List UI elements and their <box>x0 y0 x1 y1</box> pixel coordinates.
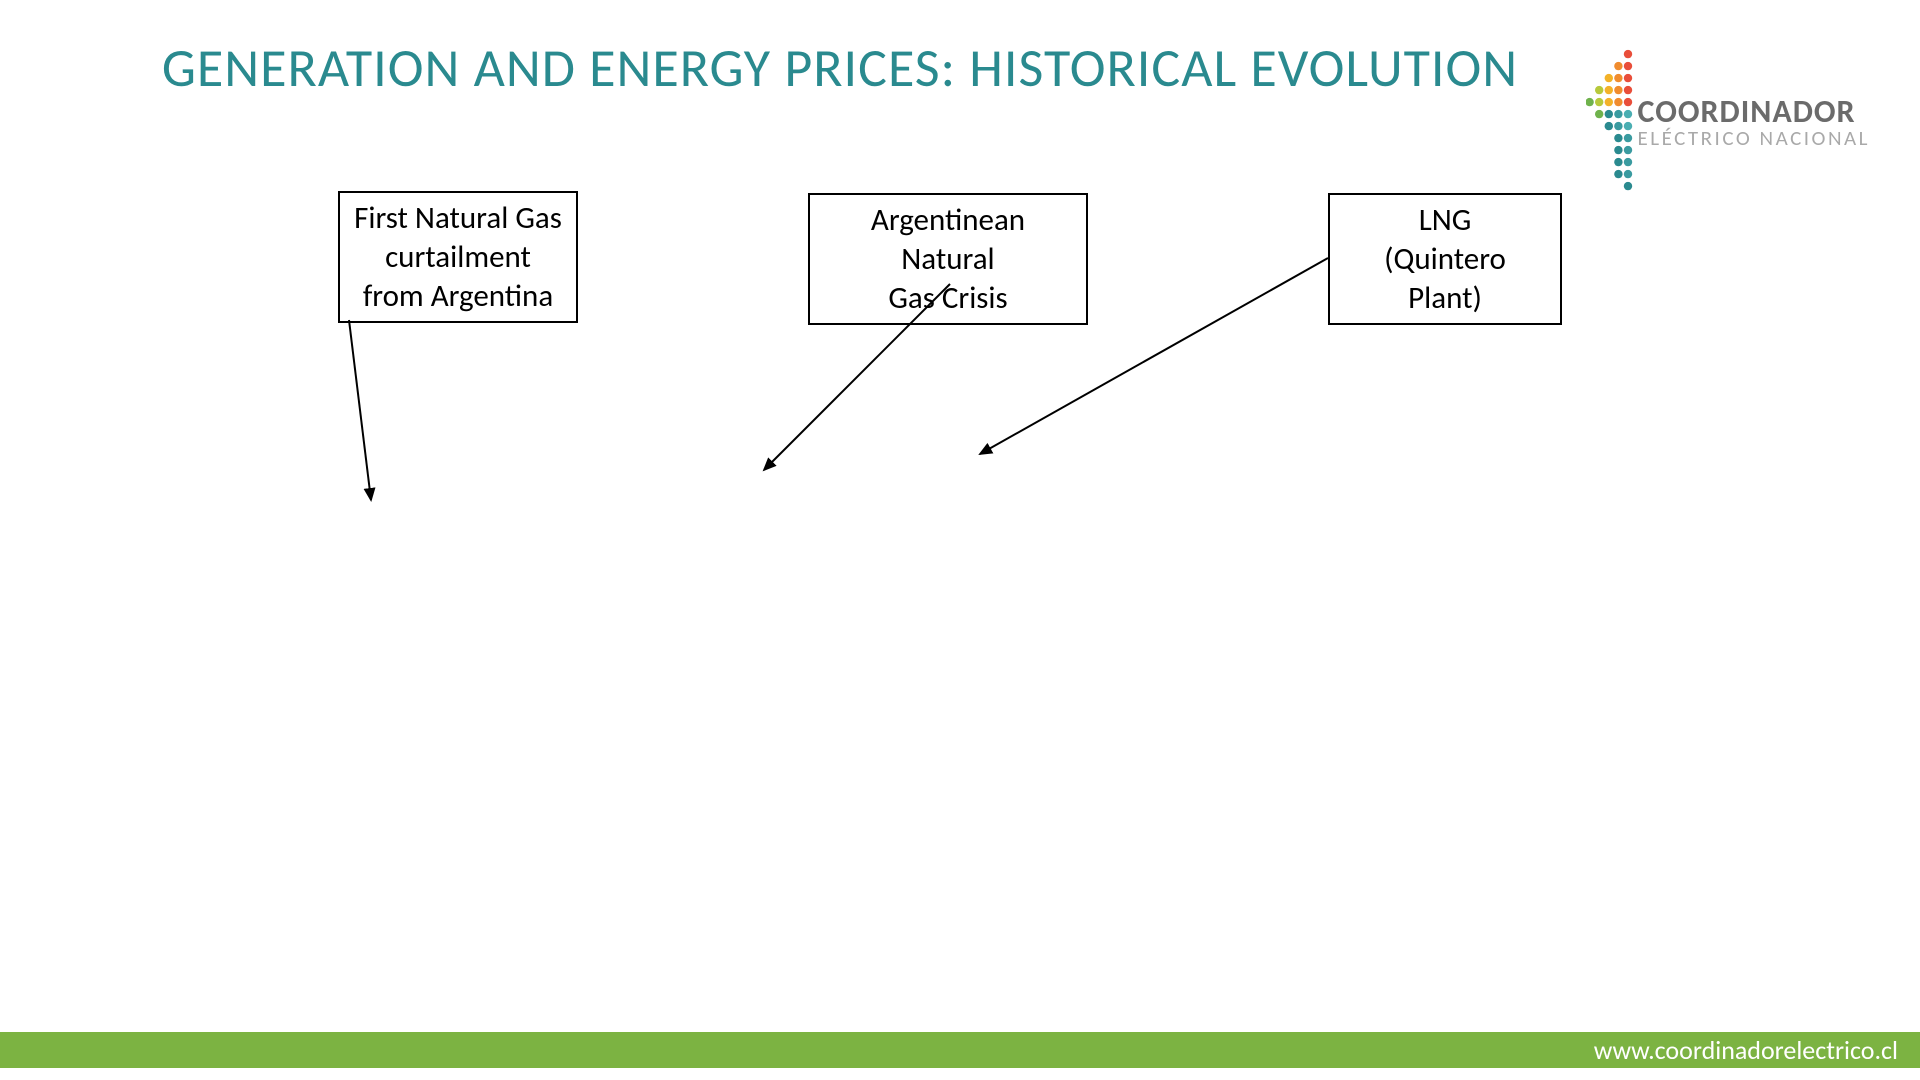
annotation-arrow-0 <box>349 320 371 500</box>
box-lng-quintero: LNG(Quintero Plant) <box>1328 193 1562 325</box>
page-title: GENERATION AND ENERGY PRICES: HISTORICAL… <box>140 36 1540 101</box>
box-argentina-crisis: Argentinean NaturalGas Crisis <box>808 193 1088 325</box>
footer-url: www.coordinadorelectrico.cl <box>1594 1034 1898 1066</box>
box-argentina-curtailment: First Natural Gascurtailmentfrom Argenti… <box>338 191 578 323</box>
logo: COORDINADOR ELÉCTRICO NACIONAL <box>1586 30 1870 215</box>
logo-sub-text: ELÉCTRICO NACIONAL <box>1638 128 1870 149</box>
logo-main-text: COORDINADOR <box>1638 96 1870 128</box>
footer-bar: www.coordinadorelectrico.cl <box>0 1032 1920 1068</box>
logo-dots-icon <box>1586 30 1634 215</box>
